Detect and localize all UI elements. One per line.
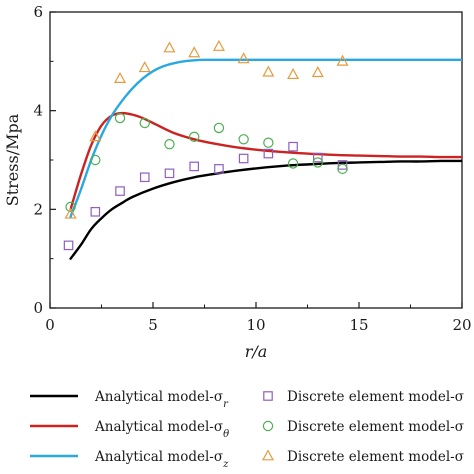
data-point-triangle <box>89 130 102 142</box>
data-point-circle <box>213 122 225 134</box>
data-point-square <box>337 160 348 170</box>
series-line-z <box>69 58 462 218</box>
data-point-triangle <box>212 39 225 51</box>
data-point-square <box>214 164 224 174</box>
legend-label: Discrete element model-σ <box>287 419 464 435</box>
x-tick-label: 15 <box>349 316 368 334</box>
data-point-square <box>189 161 199 172</box>
data-point-square <box>139 172 150 183</box>
legend-subscript: θ <box>223 429 229 440</box>
data-point-triangle <box>114 71 127 84</box>
data-point-circle <box>139 117 150 129</box>
legend-label: Analytical model-σz <box>94 449 229 470</box>
legend-label: Analytical model-σr <box>94 389 229 410</box>
data-point-circle <box>164 139 175 150</box>
data-point-circle <box>337 163 348 175</box>
data-point-square <box>164 168 175 179</box>
axes: 0 5 10 15 20 0 2 4 6 r/a Stress/Mpa <box>3 3 472 361</box>
y-tick-label: 2 <box>33 200 43 218</box>
data-point-square <box>313 152 323 163</box>
legend-subscript: z <box>222 459 229 470</box>
x-tick-label: 0 <box>45 316 55 334</box>
y-tick-label: 6 <box>33 3 43 21</box>
data-point-square <box>263 148 274 159</box>
data-point-square <box>90 207 101 217</box>
data-point-square <box>63 240 74 251</box>
data-point-circle <box>65 201 76 213</box>
data-point-triangle <box>237 52 250 64</box>
data-point-circle <box>287 158 299 169</box>
series-markers <box>63 39 349 251</box>
data-point-triangle <box>287 67 300 80</box>
data-point-circle <box>188 131 200 143</box>
legend-label: Discrete element model-σ <box>287 389 464 405</box>
data-point-circle <box>90 154 101 166</box>
data-point-square <box>238 153 249 164</box>
x-tick-label: 20 <box>452 316 471 334</box>
y-tick-label: 4 <box>33 102 43 120</box>
data-point-square <box>115 186 125 196</box>
legend-label: Discrete element model-σ <box>287 449 464 465</box>
legend-subscript: r <box>223 399 229 410</box>
data-point-circle <box>238 134 249 145</box>
data-point-triangle <box>163 41 176 53</box>
data-point-circle <box>263 137 274 148</box>
x-tick-label: 5 <box>148 316 158 334</box>
legend-marker-circle <box>262 420 274 432</box>
data-point-triangle <box>188 46 201 58</box>
data-point-triangle <box>138 61 151 73</box>
legend-marker-triangle <box>261 449 275 461</box>
data-point-circle <box>114 112 126 124</box>
x-axis-title: r/a <box>245 342 268 361</box>
data-point-triangle <box>262 65 275 77</box>
series-line-r <box>69 159 462 260</box>
legend-label: Analytical model-σθ <box>94 419 229 440</box>
plot-frame <box>49 11 463 309</box>
data-point-triangle <box>336 54 349 66</box>
data-point-triangle <box>64 207 77 219</box>
data-point-triangle <box>311 66 324 78</box>
legend: Analytical model-σr Analytical model-σθ An… <box>30 389 464 470</box>
y-tick-label: 0 <box>33 299 43 317</box>
legend-marker-square <box>263 391 273 401</box>
y-axis-title: Stress/Mpa <box>3 113 22 206</box>
x-tick-label: 10 <box>246 316 265 334</box>
data-point-circle <box>312 157 323 168</box>
series-lines <box>69 58 462 260</box>
data-point-square <box>288 141 298 152</box>
